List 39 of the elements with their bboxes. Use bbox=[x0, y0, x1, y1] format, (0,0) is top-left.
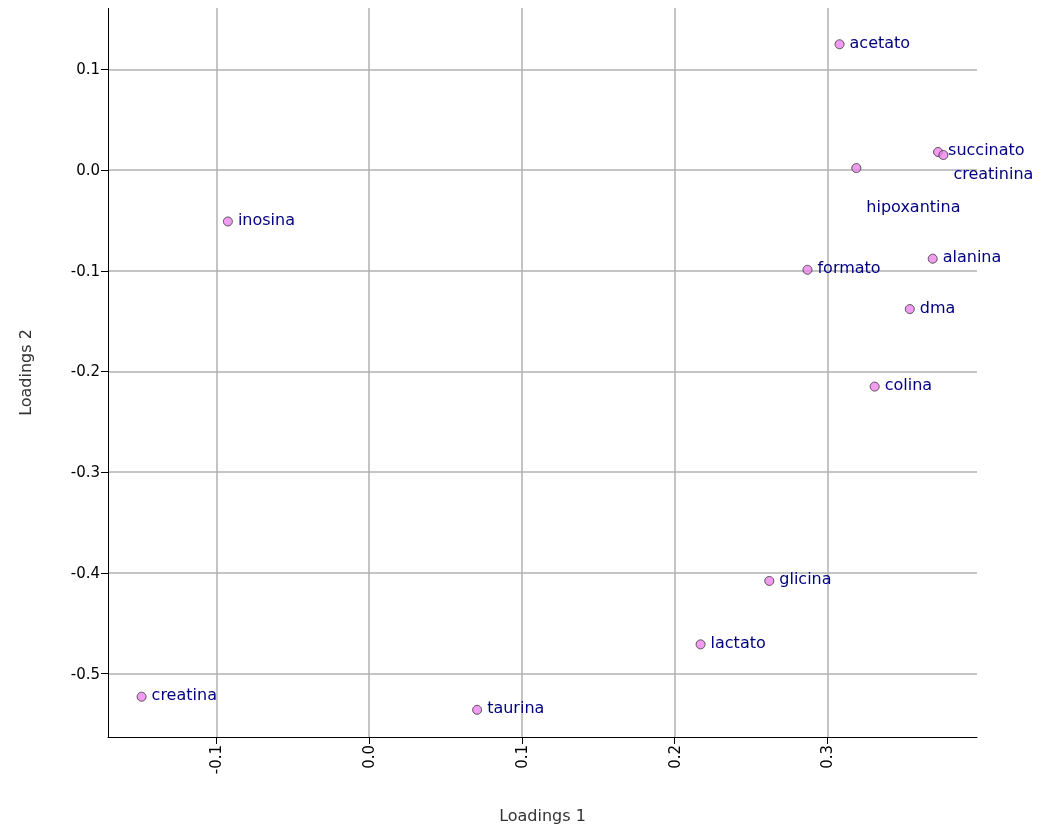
x-axis-title: Loadings 1 bbox=[499, 805, 586, 825]
point bbox=[904, 304, 915, 315]
point bbox=[695, 639, 706, 650]
annotation: alanina bbox=[942, 247, 1002, 267]
point bbox=[472, 704, 483, 715]
annotation: taurina bbox=[487, 698, 545, 718]
annotation: lactato bbox=[710, 632, 766, 652]
annotation: formato bbox=[817, 258, 881, 278]
x-tick-label: 0.3 bbox=[818, 745, 837, 769]
point bbox=[136, 691, 147, 702]
point bbox=[834, 39, 845, 50]
y-tick-label: 0.0 bbox=[76, 161, 100, 180]
annotation: dma bbox=[919, 297, 956, 317]
x-tick-label: 0.0 bbox=[360, 745, 379, 769]
annotation: hipoxantina bbox=[866, 196, 961, 216]
x-tick-label: 0.2 bbox=[665, 745, 684, 769]
x-tick-label: -0.1 bbox=[207, 745, 226, 775]
y-tick-label: -0.3 bbox=[70, 463, 100, 482]
point bbox=[927, 253, 938, 264]
y-tick-label: -0.1 bbox=[70, 261, 100, 280]
point bbox=[851, 163, 862, 174]
y-tick-label: 0.1 bbox=[76, 60, 100, 79]
annotation: colina bbox=[884, 375, 933, 395]
x-tick-label: 0.1 bbox=[512, 745, 531, 769]
annotation: succinato bbox=[948, 140, 1025, 160]
annotation: inosina bbox=[237, 209, 295, 229]
point bbox=[764, 575, 775, 586]
annotation: acetato bbox=[849, 32, 911, 52]
y-tick-label: -0.2 bbox=[70, 362, 100, 381]
point bbox=[222, 216, 233, 227]
point bbox=[802, 264, 813, 275]
point bbox=[938, 150, 949, 161]
y-tick-label: -0.4 bbox=[70, 563, 100, 582]
annotation: creatinina bbox=[953, 163, 1034, 183]
y-tick-label: -0.5 bbox=[70, 664, 100, 683]
annotation: glicina bbox=[779, 569, 832, 589]
y-axis-title: Loadings 2 bbox=[15, 329, 35, 416]
point bbox=[869, 381, 880, 392]
annotation: creatina bbox=[151, 685, 217, 705]
